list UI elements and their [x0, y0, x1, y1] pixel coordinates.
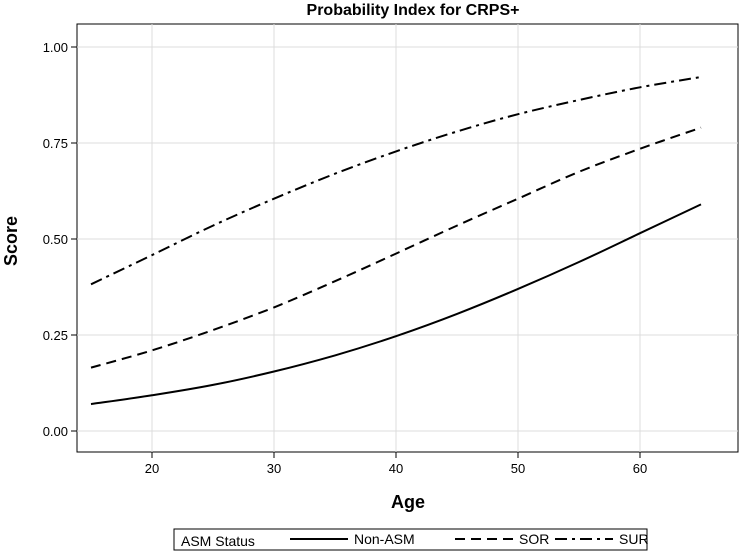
chart-title: Probability Index for CRPS+: [307, 2, 520, 19]
x-tick-label: 50: [511, 461, 525, 476]
y-axis-label: Score: [1, 216, 21, 266]
y-tick-label: 0.25: [43, 328, 68, 343]
legend: ASM Status Non-ASM SOR SUR: [173, 528, 649, 551]
legend-label-non-asm: Non-ASM: [354, 531, 415, 547]
x-axis-label: Age: [391, 492, 425, 512]
y-tick-label: 0.75: [43, 136, 68, 151]
series-line-sur: [90, 76, 702, 286]
x-tick-label: 30: [267, 461, 281, 476]
plot-frame: [76, 23, 739, 453]
x-tick-label: 40: [389, 461, 403, 476]
legend-frame: [173, 528, 648, 551]
y-tick-label: 0.00: [43, 424, 68, 439]
x-tick-label: 60: [633, 461, 647, 476]
legend-label-sur: SUR: [619, 531, 649, 547]
y-axis-ticks: 0.00 0.25 0.50 0.75 1.00: [43, 40, 77, 439]
x-tick-label: 20: [145, 461, 159, 476]
series-line-non-asm: [90, 203, 702, 406]
series-line-sor: [90, 126, 702, 369]
x-axis-ticks: 20 30 40 50 60: [145, 452, 647, 476]
series-lines: [90, 76, 702, 406]
y-tick-label: 0.50: [43, 232, 68, 247]
legend-label-sor: SOR: [519, 531, 549, 547]
grid-lines: [77, 24, 738, 452]
legend-title: ASM Status: [181, 533, 255, 549]
y-tick-label: 1.00: [43, 40, 68, 55]
